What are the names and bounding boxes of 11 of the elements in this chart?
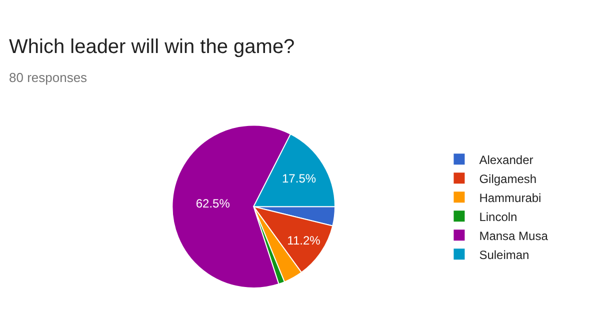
data-label: 11.2%	[287, 233, 321, 248]
legend-label: Suleiman	[479, 248, 530, 262]
chart-title: Which leader will win the game?	[9, 36, 295, 58]
legend-label: Hammurabi	[479, 190, 542, 205]
legend-label: Alexander	[479, 152, 534, 167]
data-label: 62.5%	[196, 196, 230, 210]
legend-label: Lincoln	[479, 210, 518, 224]
legend-label: Gilgamesh	[479, 172, 537, 186]
text: 80 responses	[9, 70, 88, 85]
data-label: 17.5%	[282, 172, 316, 186]
legend-label: Mansa Musa	[479, 228, 548, 243]
